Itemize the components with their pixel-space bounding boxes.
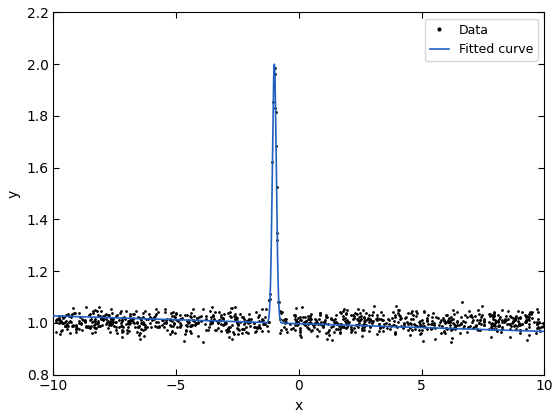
Legend: Data, Fitted curve: Data, Fitted curve [425, 19, 538, 61]
Line: Fitted curve: Fitted curve [54, 64, 544, 331]
Line: Data: Data [54, 66, 545, 343]
Data [447, 339, 454, 344]
Fitted curve [50, 313, 57, 318]
Data [378, 318, 385, 323]
Fitted curve [541, 329, 548, 334]
Data [53, 319, 59, 324]
Data [258, 328, 265, 333]
Fitted curve [271, 62, 278, 67]
Y-axis label: y: y [7, 189, 21, 198]
Data [239, 327, 246, 332]
X-axis label: x: x [295, 399, 303, 413]
Fitted curve [515, 328, 521, 333]
Data [541, 325, 548, 330]
Data [96, 323, 103, 328]
Data [442, 325, 449, 330]
Fitted curve [290, 321, 297, 326]
Fitted curve [146, 316, 153, 321]
Fitted curve [80, 314, 86, 319]
Fitted curve [71, 314, 77, 319]
Data [271, 66, 278, 71]
Data [431, 320, 437, 326]
Fitted curve [52, 313, 59, 318]
